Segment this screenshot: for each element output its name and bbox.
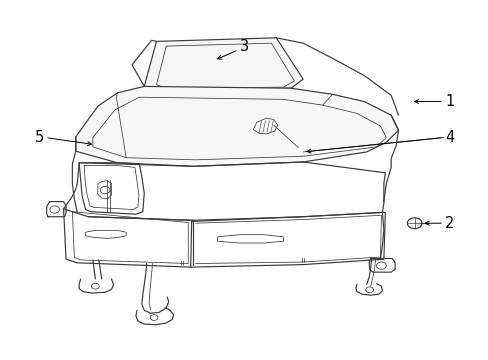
Text: 1: 1 (445, 94, 453, 109)
Text: 3: 3 (240, 39, 248, 54)
Polygon shape (144, 38, 303, 91)
Text: 4: 4 (445, 130, 453, 145)
Text: 5: 5 (35, 130, 43, 145)
Polygon shape (76, 86, 398, 166)
Text: 2: 2 (444, 216, 454, 231)
